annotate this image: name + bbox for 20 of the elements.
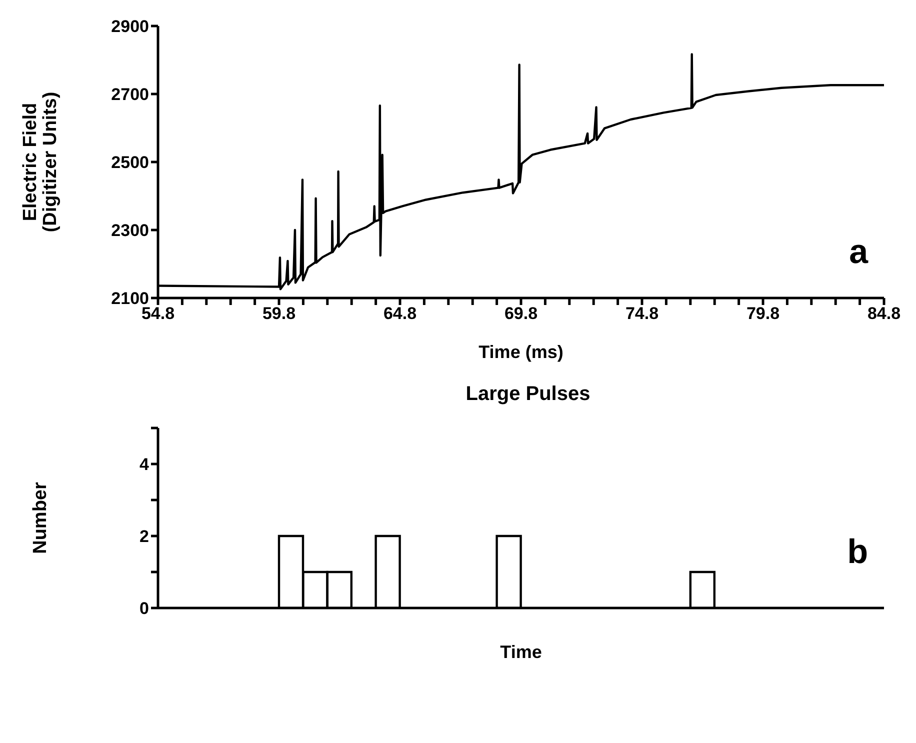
x-tick-label: 74.8 — [625, 304, 659, 324]
x-tick-label: 69.8 — [504, 304, 538, 324]
y-tick-label: 2 — [140, 527, 149, 546]
y-tick-label: 0 — [140, 599, 149, 618]
x-tick-label: 64.8 — [383, 304, 417, 324]
annotation: b — [847, 533, 868, 571]
y-tick-label: 2700 — [111, 85, 149, 104]
x-axis-title: Time — [500, 642, 542, 662]
x-tick-label: 59.8 — [262, 304, 296, 324]
y-axis-title: Electric Field (Digitizer Units) — [20, 92, 61, 232]
y-tick-label: 2300 — [111, 221, 149, 240]
y-tick-label: 4 — [140, 455, 150, 474]
x-tick-label: 84.8 — [867, 304, 901, 324]
y-tick-label: 2900 — [111, 17, 149, 36]
x-axis-title: Time (ms) — [478, 342, 564, 362]
y-axis-title: Number — [30, 482, 51, 554]
annotation: a — [849, 233, 870, 271]
y-tick-label: 2500 — [111, 153, 149, 172]
chart-title: Large Pulses — [466, 383, 590, 405]
x-tick-label: 79.8 — [746, 304, 780, 324]
